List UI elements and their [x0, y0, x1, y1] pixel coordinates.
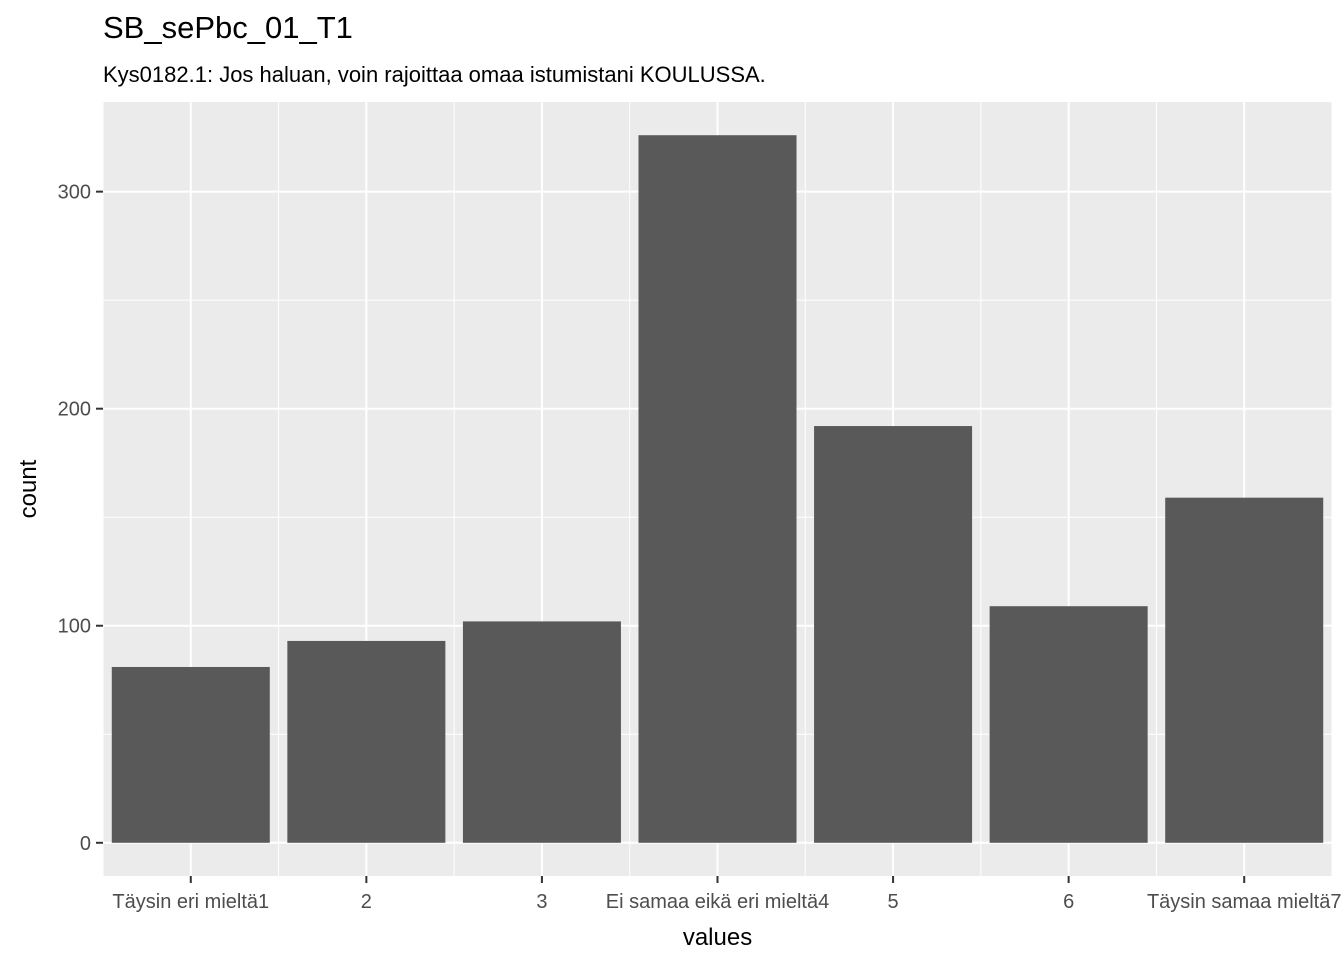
bar: [1165, 497, 1324, 843]
bar: [462, 621, 621, 843]
bar: [287, 640, 446, 843]
y-tick-label: 200: [58, 399, 91, 421]
x-tick-label: Ei samaa eikä eri mieltä4: [606, 891, 829, 913]
bar: [111, 666, 270, 843]
bar: [638, 135, 797, 843]
bar: [989, 606, 1148, 843]
y-tick-label: 300: [58, 182, 91, 204]
y-axis-title: count: [15, 459, 42, 518]
x-tick-label: 3: [536, 891, 547, 913]
chart-subtitle: Kys0182.1: Jos haluan, voin rajoittaa om…: [103, 62, 766, 87]
x-axis-title: values: [683, 924, 752, 951]
x-tick-label: 5: [888, 891, 899, 913]
x-tick-label: 6: [1063, 891, 1074, 913]
x-tick-label: 2: [361, 891, 372, 913]
y-tick-label: 0: [80, 833, 91, 855]
y-tick-label: 100: [58, 616, 91, 638]
bar: [814, 426, 973, 843]
x-tick-label: Täysin eri mieltä1: [112, 891, 269, 913]
x-tick-label: Täysin samaa mieltä7: [1147, 891, 1342, 913]
chart-title: SB_sePbc_01_T1: [103, 10, 353, 45]
